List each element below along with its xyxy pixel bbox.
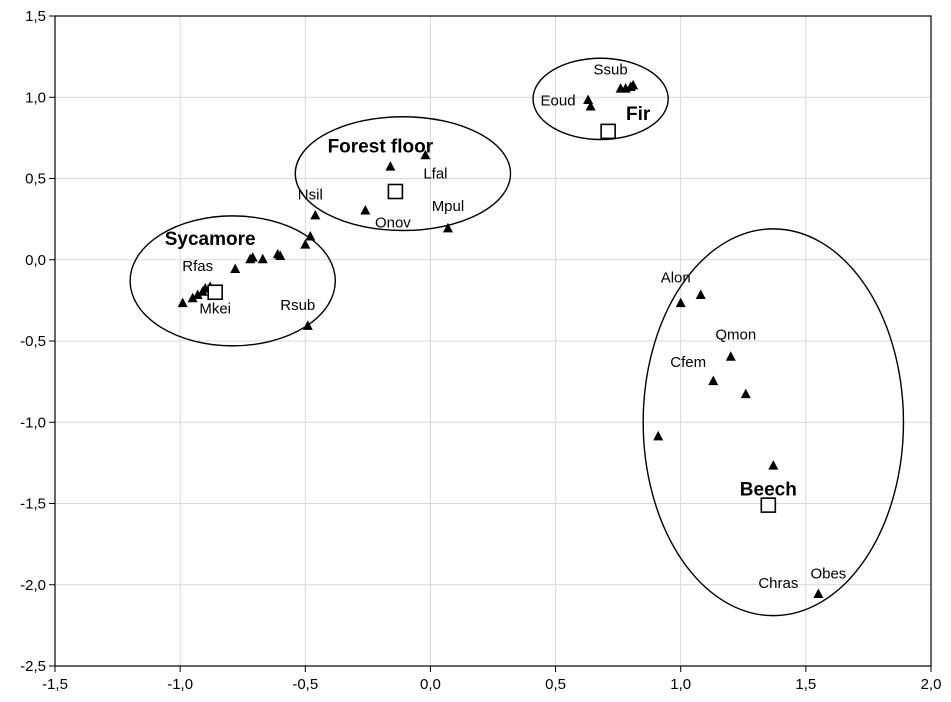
data-point bbox=[583, 94, 594, 104]
sycamore-centroid bbox=[207, 284, 223, 301]
fir-centroid bbox=[600, 123, 616, 140]
beech-ellipse bbox=[642, 228, 905, 617]
point-label: Mkei bbox=[199, 300, 231, 317]
sycamore-label: Sycamore bbox=[165, 229, 256, 250]
x-tick-label: 0,0 bbox=[420, 676, 441, 693]
data-point bbox=[305, 231, 316, 241]
fir-ellipse bbox=[532, 57, 669, 141]
point-label: Qmon bbox=[715, 326, 756, 343]
x-tick-label: -1,5 bbox=[42, 676, 68, 693]
data-point bbox=[695, 289, 706, 299]
x-tick-label: -1,0 bbox=[167, 676, 193, 693]
group-centroids bbox=[207, 123, 777, 513]
y-tick-label: 1,0 bbox=[25, 89, 46, 106]
grid-lines bbox=[55, 16, 931, 666]
beech-label: Beech bbox=[740, 479, 797, 500]
data-point bbox=[360, 205, 371, 215]
y-axis-ticks: 1,5 1,0 0,5 0,0 -0,5 -1,0 -1,5 -2,0 -2,5 bbox=[20, 8, 55, 675]
point-label: Nsil bbox=[298, 187, 323, 204]
x-tick-label: 1,5 bbox=[795, 676, 816, 693]
data-point bbox=[768, 460, 779, 470]
point-label: Rsub bbox=[280, 297, 315, 314]
x-tick-label: -0,5 bbox=[292, 676, 318, 693]
data-point bbox=[300, 239, 311, 249]
sycamore-ellipse bbox=[129, 215, 337, 347]
point-label: Rfas bbox=[182, 258, 213, 275]
forest-floor-centroid bbox=[387, 183, 404, 200]
forest-floor-label: Forest floor bbox=[328, 137, 434, 158]
data-point bbox=[420, 149, 431, 160]
forest-floor-ellipse bbox=[294, 116, 512, 232]
data-point bbox=[653, 430, 664, 441]
data-point bbox=[177, 297, 188, 308]
point-label: Mpul bbox=[432, 198, 465, 215]
data-point bbox=[708, 375, 719, 386]
y-tick-label: 0,0 bbox=[25, 252, 46, 269]
data-point bbox=[275, 250, 286, 260]
beech-centroid bbox=[760, 497, 777, 513]
data-point bbox=[302, 320, 313, 330]
point-label: Cfem bbox=[670, 354, 706, 371]
point-label: Chras bbox=[758, 575, 798, 592]
y-tick-label: -1,5 bbox=[20, 496, 46, 513]
y-tick-label: 1,5 bbox=[25, 8, 46, 25]
data-point bbox=[442, 222, 453, 233]
group-ellipses bbox=[129, 57, 905, 617]
point-label: Ssub bbox=[594, 62, 628, 79]
point-label: Eoud bbox=[541, 92, 576, 109]
group-labels: Sycamore Forest floor Fir Beech bbox=[165, 104, 797, 500]
data-point bbox=[385, 161, 396, 171]
y-tick-label: 0,5 bbox=[25, 171, 46, 188]
axes: -1,5 -1,0 -0,5 0,0 0,5 1,0 1,5 2,0 1,5 1,0 0,5 0,0… bbox=[20, 8, 941, 693]
y-tick-label: -2,5 bbox=[20, 658, 46, 675]
data-point bbox=[310, 209, 321, 220]
data-point bbox=[247, 252, 258, 262]
data-point bbox=[187, 292, 198, 303]
x-axis-ticks: -1,5 -1,0 -0,5 0,0 0,5 1,0 1,5 2,0 bbox=[42, 666, 941, 693]
point-label: Onov bbox=[375, 214, 411, 231]
data-point bbox=[230, 263, 241, 273]
data-point bbox=[585, 101, 596, 111]
data-point bbox=[813, 588, 824, 598]
point-label: Alon bbox=[661, 270, 691, 287]
fir-label: Fir bbox=[626, 104, 651, 125]
data-point bbox=[675, 297, 686, 308]
x-tick-label: 1,0 bbox=[670, 676, 691, 693]
data-point bbox=[192, 289, 203, 299]
point-label: Obes bbox=[810, 565, 846, 582]
y-tick-label: -0,5 bbox=[20, 333, 46, 350]
data-point bbox=[725, 351, 736, 361]
y-tick-label: -2,0 bbox=[20, 577, 46, 594]
point-labels: Rfas Mkei Nsil Rsub Onov Lfal Mpul Ssub Eoud Alon… bbox=[182, 62, 846, 593]
data-point bbox=[257, 253, 268, 264]
x-tick-label: 2,0 bbox=[921, 676, 942, 693]
data-point bbox=[628, 79, 639, 90]
data-point bbox=[740, 388, 751, 399]
x-tick-label: 0,5 bbox=[545, 676, 566, 693]
point-label: Lfal bbox=[423, 166, 447, 183]
y-tick-label: -1,0 bbox=[20, 414, 46, 431]
